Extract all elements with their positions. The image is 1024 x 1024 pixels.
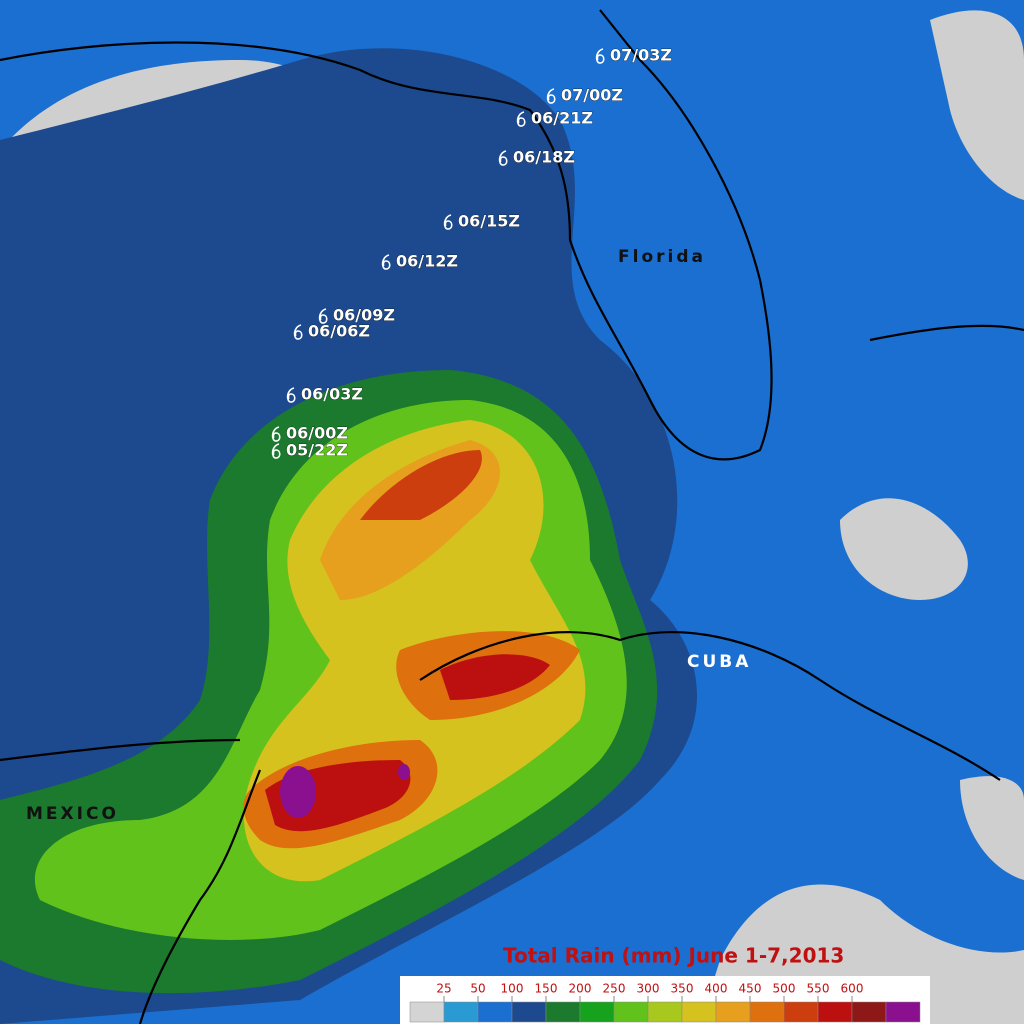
legend-tick-label: 400: [705, 982, 728, 996]
track-label: 07/03Z: [610, 46, 672, 65]
track-label: 06/00Z: [286, 424, 348, 443]
storm-icon: [595, 48, 605, 64]
storm-icon: [286, 387, 296, 403]
storm-icon: [293, 324, 303, 340]
legend-tick-label: 250: [603, 982, 626, 996]
legend-swatch: [579, 1001, 615, 1023]
storm-track: 07/03Z 07/00Z 06/21Z 06/18Z 06/15Z 06/12…: [271, 45, 672, 460]
storm-icon: [271, 426, 281, 442]
legend-swatch: [851, 1001, 887, 1023]
storm-icon: [271, 443, 281, 459]
place-label: MEXICO: [26, 804, 119, 824]
legend-swatch: [681, 1001, 717, 1023]
track-label: 07/00Z: [561, 86, 623, 105]
legend-tick-label: 600: [841, 982, 864, 996]
track-label: 06/15Z: [458, 212, 520, 231]
legend-tick-label: 550: [807, 982, 830, 996]
storm-icon: [546, 88, 556, 104]
track-label: 06/09Z: [333, 306, 395, 325]
legend-swatch: [443, 1001, 479, 1023]
storm-icon: [443, 214, 453, 230]
legend-swatch: [885, 1001, 921, 1023]
legend-swatch: [817, 1001, 853, 1023]
track-label: 06/03Z: [301, 385, 363, 404]
legend-title: Total Rain (mm) June 1-7,2013: [503, 944, 844, 968]
legend-tick-label: 100: [501, 982, 524, 996]
place-label: CUBA: [687, 652, 751, 672]
legend-swatch: [613, 1001, 649, 1023]
track-label: 05/22Z: [286, 441, 348, 460]
legend-swatch: [715, 1001, 751, 1023]
legend-tick-label: 200: [569, 982, 592, 996]
legend-swatch: [511, 1001, 547, 1023]
legend-tick-label: 350: [671, 982, 694, 996]
legend-tick-label: 25: [436, 982, 451, 996]
legend-tick-label: 150: [535, 982, 558, 996]
legend-swatch: [647, 1001, 683, 1023]
coastlines: [0, 9, 1024, 1024]
track-label: 06/18Z: [513, 148, 575, 167]
legend: 25 50 100 150 200 250 300 350 400 450 500 550 600: [400, 976, 930, 1024]
legend-tick-label: 50: [470, 982, 485, 996]
legend-tick-label: 300: [637, 982, 660, 996]
track-label: 06/21Z: [531, 109, 593, 128]
place-label: Florida: [618, 247, 706, 267]
legend-swatch: [749, 1001, 785, 1023]
legend-swatch: [477, 1001, 513, 1023]
legend-swatch: [409, 1001, 445, 1023]
storm-icon: [498, 150, 508, 166]
legend-tick-label: 500: [773, 982, 796, 996]
track-label: 06/12Z: [396, 252, 458, 271]
legend-swatch: [783, 1001, 819, 1023]
storm-icon: [516, 111, 526, 127]
legend-tick-label: 450: [739, 982, 762, 996]
rain-field: [0, 48, 697, 1024]
storm-icon: [381, 254, 391, 270]
storm-icon: [318, 308, 328, 324]
track-label: 06/06Z: [308, 322, 370, 341]
legend-swatch: [545, 1001, 581, 1023]
